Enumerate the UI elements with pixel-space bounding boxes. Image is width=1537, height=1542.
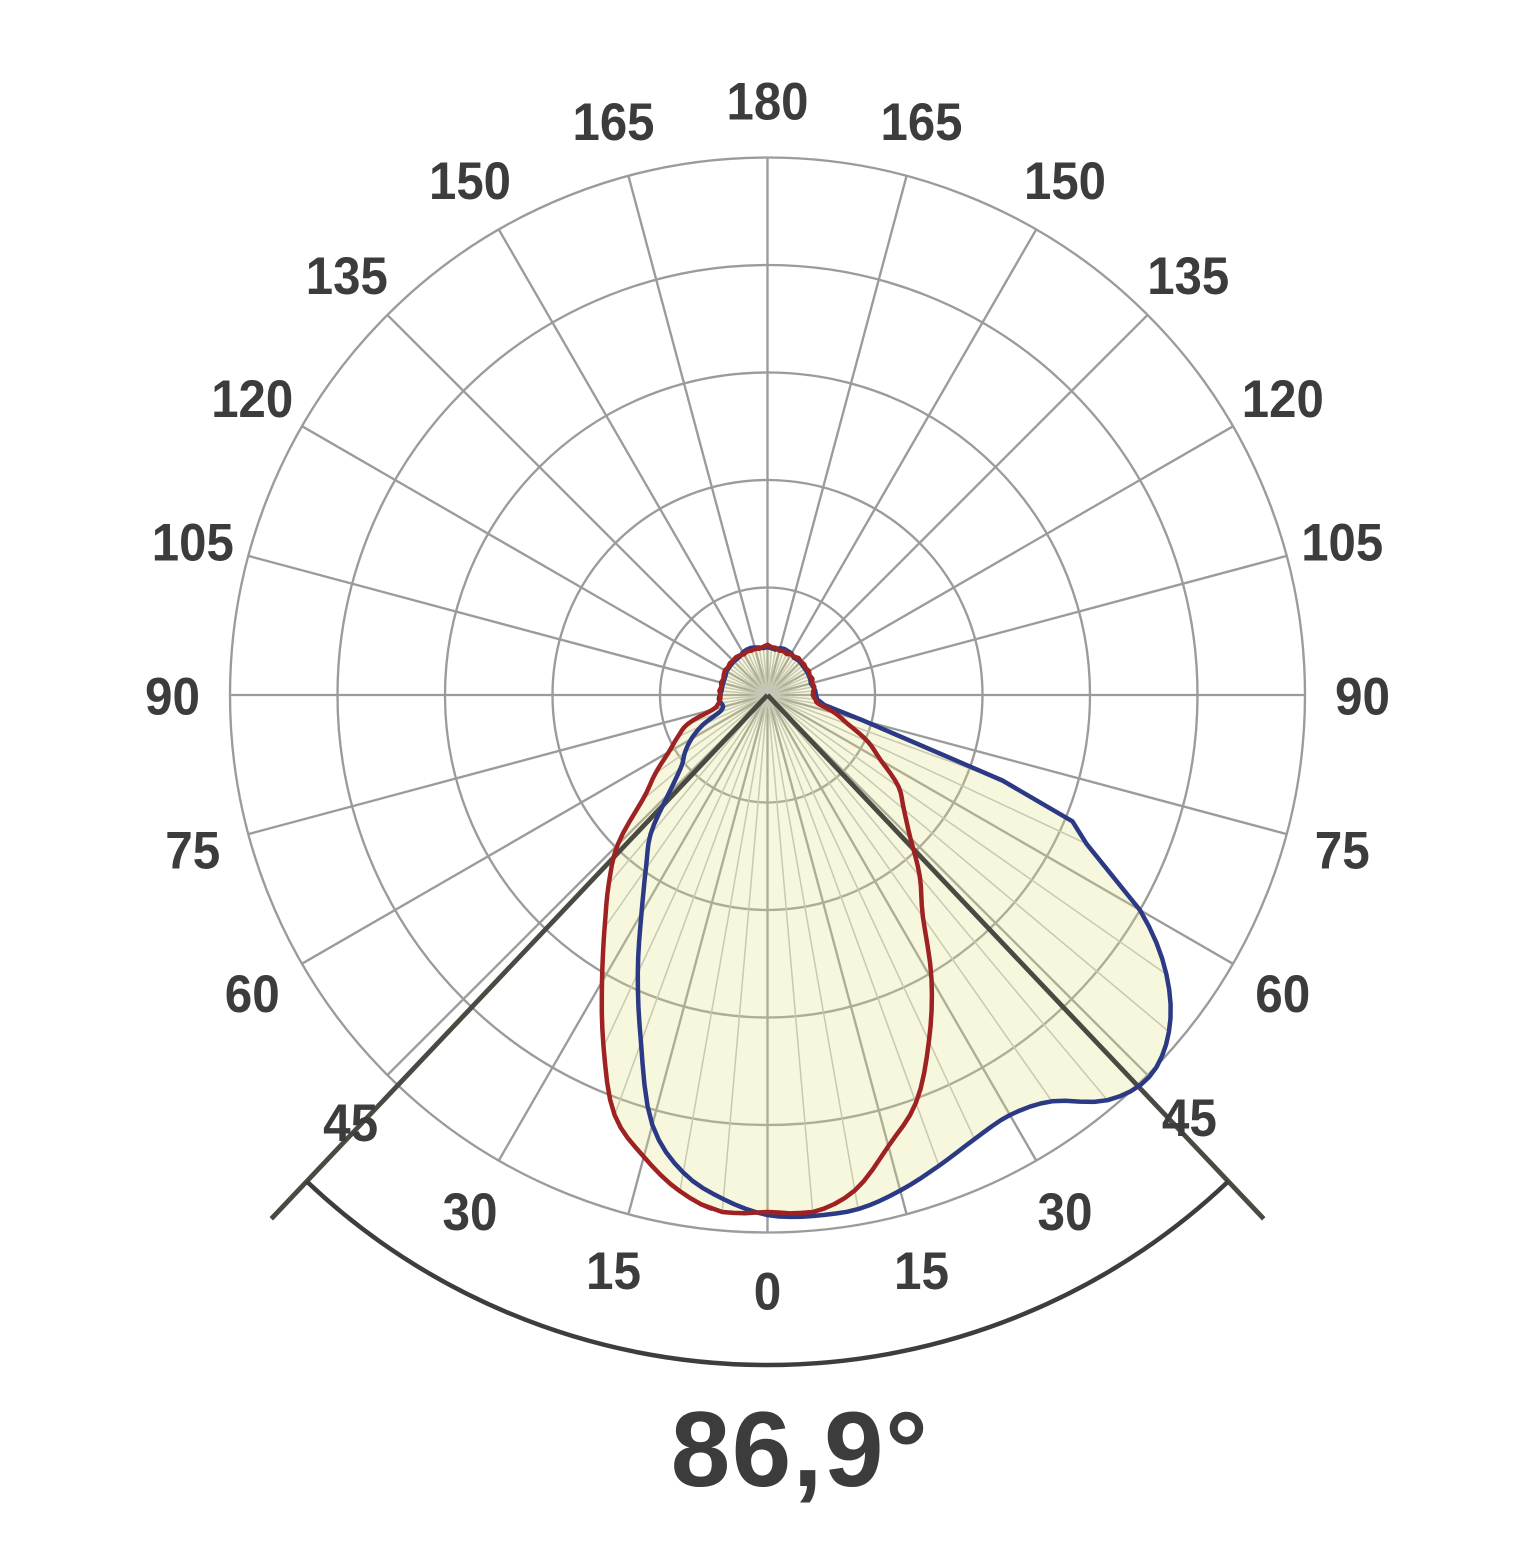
svg-text:75: 75 bbox=[165, 822, 220, 881]
svg-text:90: 90 bbox=[1335, 668, 1390, 727]
svg-text:30: 30 bbox=[443, 1183, 498, 1242]
svg-text:0: 0 bbox=[754, 1263, 782, 1322]
svg-text:15: 15 bbox=[586, 1242, 641, 1301]
svg-text:45: 45 bbox=[323, 1094, 378, 1153]
svg-text:165: 165 bbox=[881, 93, 963, 152]
svg-text:150: 150 bbox=[1024, 152, 1106, 211]
svg-text:105: 105 bbox=[152, 514, 234, 573]
svg-text:135: 135 bbox=[306, 247, 388, 306]
svg-text:180: 180 bbox=[727, 73, 809, 132]
svg-text:120: 120 bbox=[1242, 370, 1324, 429]
svg-text:75: 75 bbox=[1315, 822, 1370, 881]
svg-text:150: 150 bbox=[429, 152, 511, 211]
svg-text:135: 135 bbox=[1147, 247, 1229, 306]
svg-text:60: 60 bbox=[1255, 965, 1310, 1024]
svg-text:165: 165 bbox=[573, 93, 655, 152]
svg-text:90: 90 bbox=[145, 668, 200, 727]
svg-text:45: 45 bbox=[1162, 1089, 1217, 1148]
svg-text:120: 120 bbox=[211, 370, 293, 429]
svg-text:60: 60 bbox=[225, 965, 280, 1024]
svg-text:86,9°: 86,9° bbox=[671, 1389, 930, 1509]
svg-text:15: 15 bbox=[894, 1242, 949, 1301]
svg-text:30: 30 bbox=[1038, 1183, 1093, 1242]
svg-text:105: 105 bbox=[1301, 514, 1383, 573]
